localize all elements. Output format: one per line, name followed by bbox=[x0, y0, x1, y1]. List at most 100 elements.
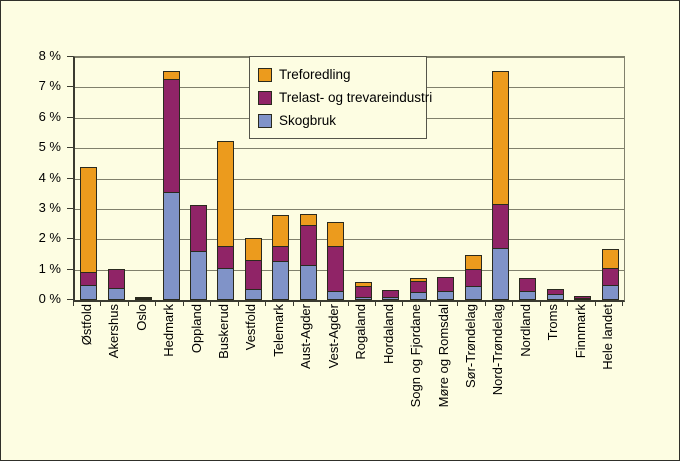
bar-segment-treforedling bbox=[217, 141, 235, 248]
legend: Treforedling Trelast- og trevareindustri… bbox=[249, 56, 432, 139]
bar-aust-agder bbox=[299, 213, 317, 300]
bar-segment-skogbruk bbox=[382, 296, 400, 300]
gridline bbox=[75, 148, 624, 150]
bar-segment-treforedling bbox=[80, 166, 98, 274]
bar-segment-skogbruk bbox=[217, 268, 235, 300]
y-tick-label: 5 % bbox=[38, 139, 61, 155]
bar-segment-treforedling bbox=[464, 254, 482, 271]
x-tick-mark bbox=[210, 301, 212, 306]
x-tick-label: Nordland bbox=[517, 304, 533, 357]
bar-segment-skogbruk bbox=[272, 260, 290, 300]
bar-segment-skogbruk bbox=[601, 284, 619, 300]
bar-segment-skogbruk bbox=[491, 248, 509, 300]
bar-segment-treforedling bbox=[491, 71, 509, 205]
legend-label-treforedling: Treforedling bbox=[279, 67, 351, 82]
bar-buskerud bbox=[217, 141, 235, 300]
bar-segment-trelast- bbox=[190, 205, 208, 253]
y-tick-mark bbox=[67, 56, 73, 57]
bar-segment-treforedling bbox=[272, 215, 290, 248]
y-tick-label: 2 % bbox=[38, 230, 61, 246]
x-tick-mark bbox=[292, 301, 294, 306]
bar-segment-skogbruk bbox=[437, 290, 455, 300]
bar-segment-trelast- bbox=[244, 260, 262, 291]
bar-segment-trelast- bbox=[327, 246, 345, 292]
bar-telemark bbox=[272, 215, 290, 300]
bar-oppland bbox=[190, 205, 208, 300]
y-tick-label: 4 % bbox=[38, 169, 61, 185]
x-tick-mark bbox=[622, 301, 623, 306]
bar-segment-treforedling bbox=[244, 238, 262, 261]
x-tick-label: Sogn og Fjordane bbox=[408, 304, 424, 408]
x-tick-label: Troms bbox=[545, 304, 561, 341]
bar-segment-trelast- bbox=[601, 267, 619, 286]
x-tick-mark bbox=[457, 301, 459, 306]
bar-sør-trøndelag bbox=[464, 254, 482, 300]
x-tick-label: Sør-Trøndelag bbox=[463, 304, 479, 389]
bar-hordaland bbox=[382, 290, 400, 300]
legend-swatch-trelast-icon bbox=[258, 90, 272, 105]
y-tick-mark bbox=[67, 207, 73, 209]
y-tick-mark bbox=[67, 299, 73, 300]
bar-segment-trelast- bbox=[299, 225, 317, 267]
bar-segment-skogbruk bbox=[299, 265, 317, 300]
x-tick-label: Oppland bbox=[188, 304, 204, 354]
gridline bbox=[75, 178, 624, 180]
x-tick-label: Vest-Agder bbox=[325, 304, 341, 369]
bar-segment-trelast- bbox=[272, 246, 290, 262]
bar-segment-trelast- bbox=[162, 79, 180, 194]
x-tick-label: Telemark bbox=[270, 304, 286, 357]
x-tick-label: Rogaland bbox=[353, 304, 369, 360]
bar-segment-trelast- bbox=[491, 203, 509, 250]
bar-østfold bbox=[80, 166, 98, 300]
bar-segment-trelast- bbox=[80, 272, 98, 286]
bar-segment-trelast- bbox=[217, 246, 235, 270]
y-tick-label: 1 % bbox=[38, 260, 61, 276]
gridline bbox=[75, 208, 624, 210]
x-tick-mark bbox=[347, 301, 349, 306]
x-tick-label: Hele landet bbox=[600, 304, 616, 370]
bar-finnmark bbox=[574, 295, 592, 300]
bar-sogn-og-fjordane bbox=[409, 277, 427, 300]
x-tick-mark bbox=[265, 301, 267, 306]
x-tick-mark bbox=[594, 301, 596, 306]
bar-segment-trelast- bbox=[437, 276, 455, 292]
x-tick-label: Østfold bbox=[78, 304, 94, 346]
bar-segment-skogbruk bbox=[190, 251, 208, 300]
legend-entry-trelast: Trelast- og trevareindustri bbox=[258, 86, 432, 109]
bar-hedmark bbox=[162, 71, 180, 300]
x-tick-mark bbox=[127, 301, 129, 306]
bar-segment-skogbruk bbox=[546, 293, 564, 300]
bar-segment-skogbruk bbox=[354, 296, 372, 300]
bar-segment-skogbruk bbox=[162, 192, 180, 300]
bar-segment-treforedling bbox=[601, 248, 619, 269]
x-tick-mark bbox=[484, 301, 486, 306]
bar-akershus bbox=[107, 269, 125, 300]
x-tick-mark bbox=[402, 301, 404, 306]
bar-vest-agder bbox=[327, 221, 345, 300]
bar-segment-trelast- bbox=[464, 269, 482, 288]
x-tick-mark bbox=[374, 301, 376, 306]
bar-segment-skogbruk bbox=[80, 284, 98, 300]
y-tick-mark bbox=[67, 177, 73, 179]
bar-rogaland bbox=[354, 282, 372, 300]
x-tick-label: Nord-Trøndelag bbox=[490, 304, 506, 396]
x-tick-mark bbox=[539, 301, 541, 306]
y-tick-mark bbox=[67, 86, 73, 88]
bar-segment-skogbruk bbox=[464, 286, 482, 300]
x-tick-mark bbox=[567, 301, 569, 306]
x-tick-mark bbox=[512, 301, 514, 306]
y-tick-mark bbox=[67, 116, 73, 118]
y-tick-label: 3 % bbox=[38, 199, 61, 215]
gridline bbox=[75, 269, 624, 271]
y-tick-mark bbox=[67, 238, 73, 240]
x-tick-label: Oslo bbox=[133, 304, 149, 331]
bar-troms bbox=[546, 288, 564, 300]
legend-swatch-skogbruk-icon bbox=[258, 113, 272, 128]
bar-segment-skogbruk bbox=[574, 298, 592, 300]
bar-møre-og-romsdal bbox=[437, 276, 455, 300]
legend-label-skogbruk: Skogbruk bbox=[279, 113, 337, 128]
bar-segment-skogbruk bbox=[519, 290, 537, 300]
x-tick-mark bbox=[155, 301, 157, 306]
x-tick-label: Vestfold bbox=[243, 304, 259, 351]
x-tick-label: Finnmark bbox=[572, 304, 588, 359]
